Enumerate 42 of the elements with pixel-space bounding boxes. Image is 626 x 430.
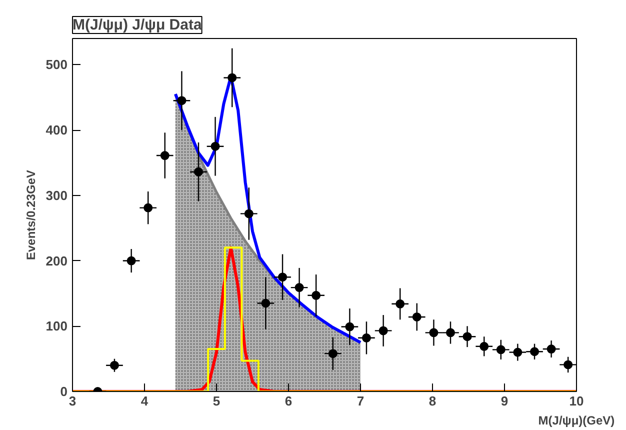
- point: [345, 322, 354, 332]
- x-tick-label: 4: [140, 394, 149, 408]
- y-tick-label: 200: [46, 253, 68, 268]
- y-tick-label: 100: [46, 318, 68, 334]
- x-tick-label: 8: [428, 394, 436, 408]
- point: [144, 203, 153, 212]
- point: [294, 283, 304, 292]
- y-tick-label: 500: [46, 57, 68, 72]
- point: [362, 333, 371, 342]
- point: [244, 209, 254, 218]
- point: [462, 332, 472, 342]
- y-axis-title: Events/0.23GeV: [24, 170, 38, 260]
- x-tick-label: 6: [284, 394, 292, 408]
- point: [378, 326, 388, 336]
- point: [530, 347, 540, 356]
- y-tick-label: 0: [60, 384, 68, 399]
- x-tick-label: 5: [212, 394, 220, 408]
- point: [429, 328, 438, 338]
- point: [312, 290, 321, 300]
- point: [480, 342, 489, 351]
- point: [177, 96, 186, 106]
- point: [328, 349, 338, 358]
- point: [126, 256, 136, 266]
- x-tick-label: 10: [569, 394, 584, 408]
- point: [496, 345, 506, 354]
- point: [564, 360, 573, 370]
- x-axis-title: M(J/ψμ)(GeV): [538, 414, 615, 428]
- x-tick-label: 3: [68, 394, 76, 408]
- point: [396, 299, 405, 308]
- point: [228, 73, 237, 82]
- point: [446, 328, 455, 338]
- x-tick-label: 9: [500, 394, 508, 408]
- point: [210, 142, 220, 151]
- point: [110, 360, 119, 370]
- point: [278, 272, 288, 282]
- point: [261, 298, 270, 308]
- point: [412, 312, 422, 322]
- y-tick-label: 300: [46, 188, 68, 203]
- point: [160, 151, 170, 160]
- y-tick-label: 400: [46, 122, 68, 138]
- point: [194, 167, 203, 176]
- x-tick-label: 7: [356, 394, 364, 408]
